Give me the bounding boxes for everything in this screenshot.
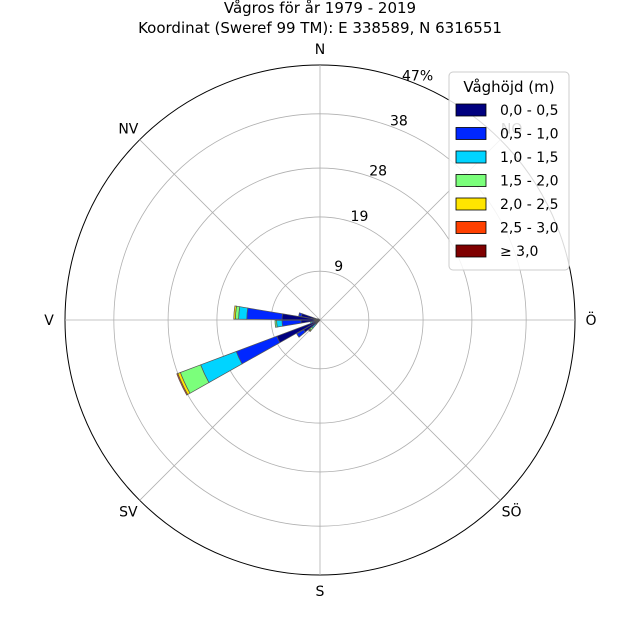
legend: Våghöjd (m) 0,0 - 0,5 0,5 - 1,0 1,0 - 1,5 1… xyxy=(448,71,570,271)
direction-label: SÖ xyxy=(502,503,522,521)
direction-label: SV xyxy=(119,505,138,521)
radial-tick-label: 28 xyxy=(369,164,387,180)
legend-label: 2,5 - 3,0 xyxy=(500,221,558,237)
rose-bar-segment xyxy=(276,320,283,328)
legend-swatch xyxy=(455,174,487,187)
polar-grid xyxy=(64,64,576,576)
rose-bar-segment xyxy=(246,307,283,320)
radial-tick-labels: 9 19 28 38 47% xyxy=(334,68,433,274)
legend-label: 1,5 - 2,0 xyxy=(500,174,558,190)
direction-label: Ö xyxy=(585,311,596,329)
legend-swatch xyxy=(455,221,487,234)
rose-bar-segment xyxy=(281,319,302,327)
radial-tick-label: 47% xyxy=(402,68,433,84)
direction-label: N xyxy=(315,42,325,58)
legend-swatch xyxy=(455,150,487,164)
legend-swatch xyxy=(455,103,487,117)
grid-spoke xyxy=(139,319,321,501)
rose-bar-segment xyxy=(238,306,249,320)
direction-label: V xyxy=(44,313,54,329)
legend-label: 1,0 - 1,5 xyxy=(500,150,558,166)
legend-label: 2,0 - 2,5 xyxy=(500,197,558,213)
radial-tick-label: 9 xyxy=(334,259,343,275)
legend-label: ≥ 3,0 xyxy=(500,244,538,260)
grid-spoke xyxy=(319,319,501,501)
legend-title: Våghöjd (m) xyxy=(463,78,554,96)
radial-tick-label: 19 xyxy=(351,209,369,225)
rose-bar-segment xyxy=(296,329,306,338)
grid-spoke xyxy=(139,139,321,321)
legend-items: 0,0 - 0,5 0,5 - 1,0 1,0 - 1,5 1,5 - 2,0 2,0 … xyxy=(455,103,558,260)
rose-bar-segment xyxy=(318,318,321,321)
legend-swatch xyxy=(455,244,487,258)
chart-subtitle: Koordinat (Sweref 99 TM): E 338589, N 63… xyxy=(138,19,502,37)
rose-bar-segment xyxy=(235,335,281,365)
direction-label: S xyxy=(316,584,325,600)
direction-label: NV xyxy=(118,121,138,137)
rose-bars xyxy=(176,305,321,396)
legend-label: 0,5 - 1,0 xyxy=(500,127,558,143)
rose-bar-segment xyxy=(274,320,278,328)
rose-bar-segment xyxy=(176,372,189,396)
legend-swatch xyxy=(455,127,487,140)
rose-bar-segment xyxy=(200,351,243,384)
legend-swatch xyxy=(455,197,487,211)
rose-bar-segment xyxy=(233,305,237,320)
radial-tick-label: 38 xyxy=(390,114,408,130)
legend-box xyxy=(448,71,570,271)
chart-title: Vågros för år 1979 - 2019 xyxy=(224,0,416,17)
legend-label: 0,0 - 0,5 xyxy=(500,103,558,119)
rose-bar-segment xyxy=(298,312,303,317)
